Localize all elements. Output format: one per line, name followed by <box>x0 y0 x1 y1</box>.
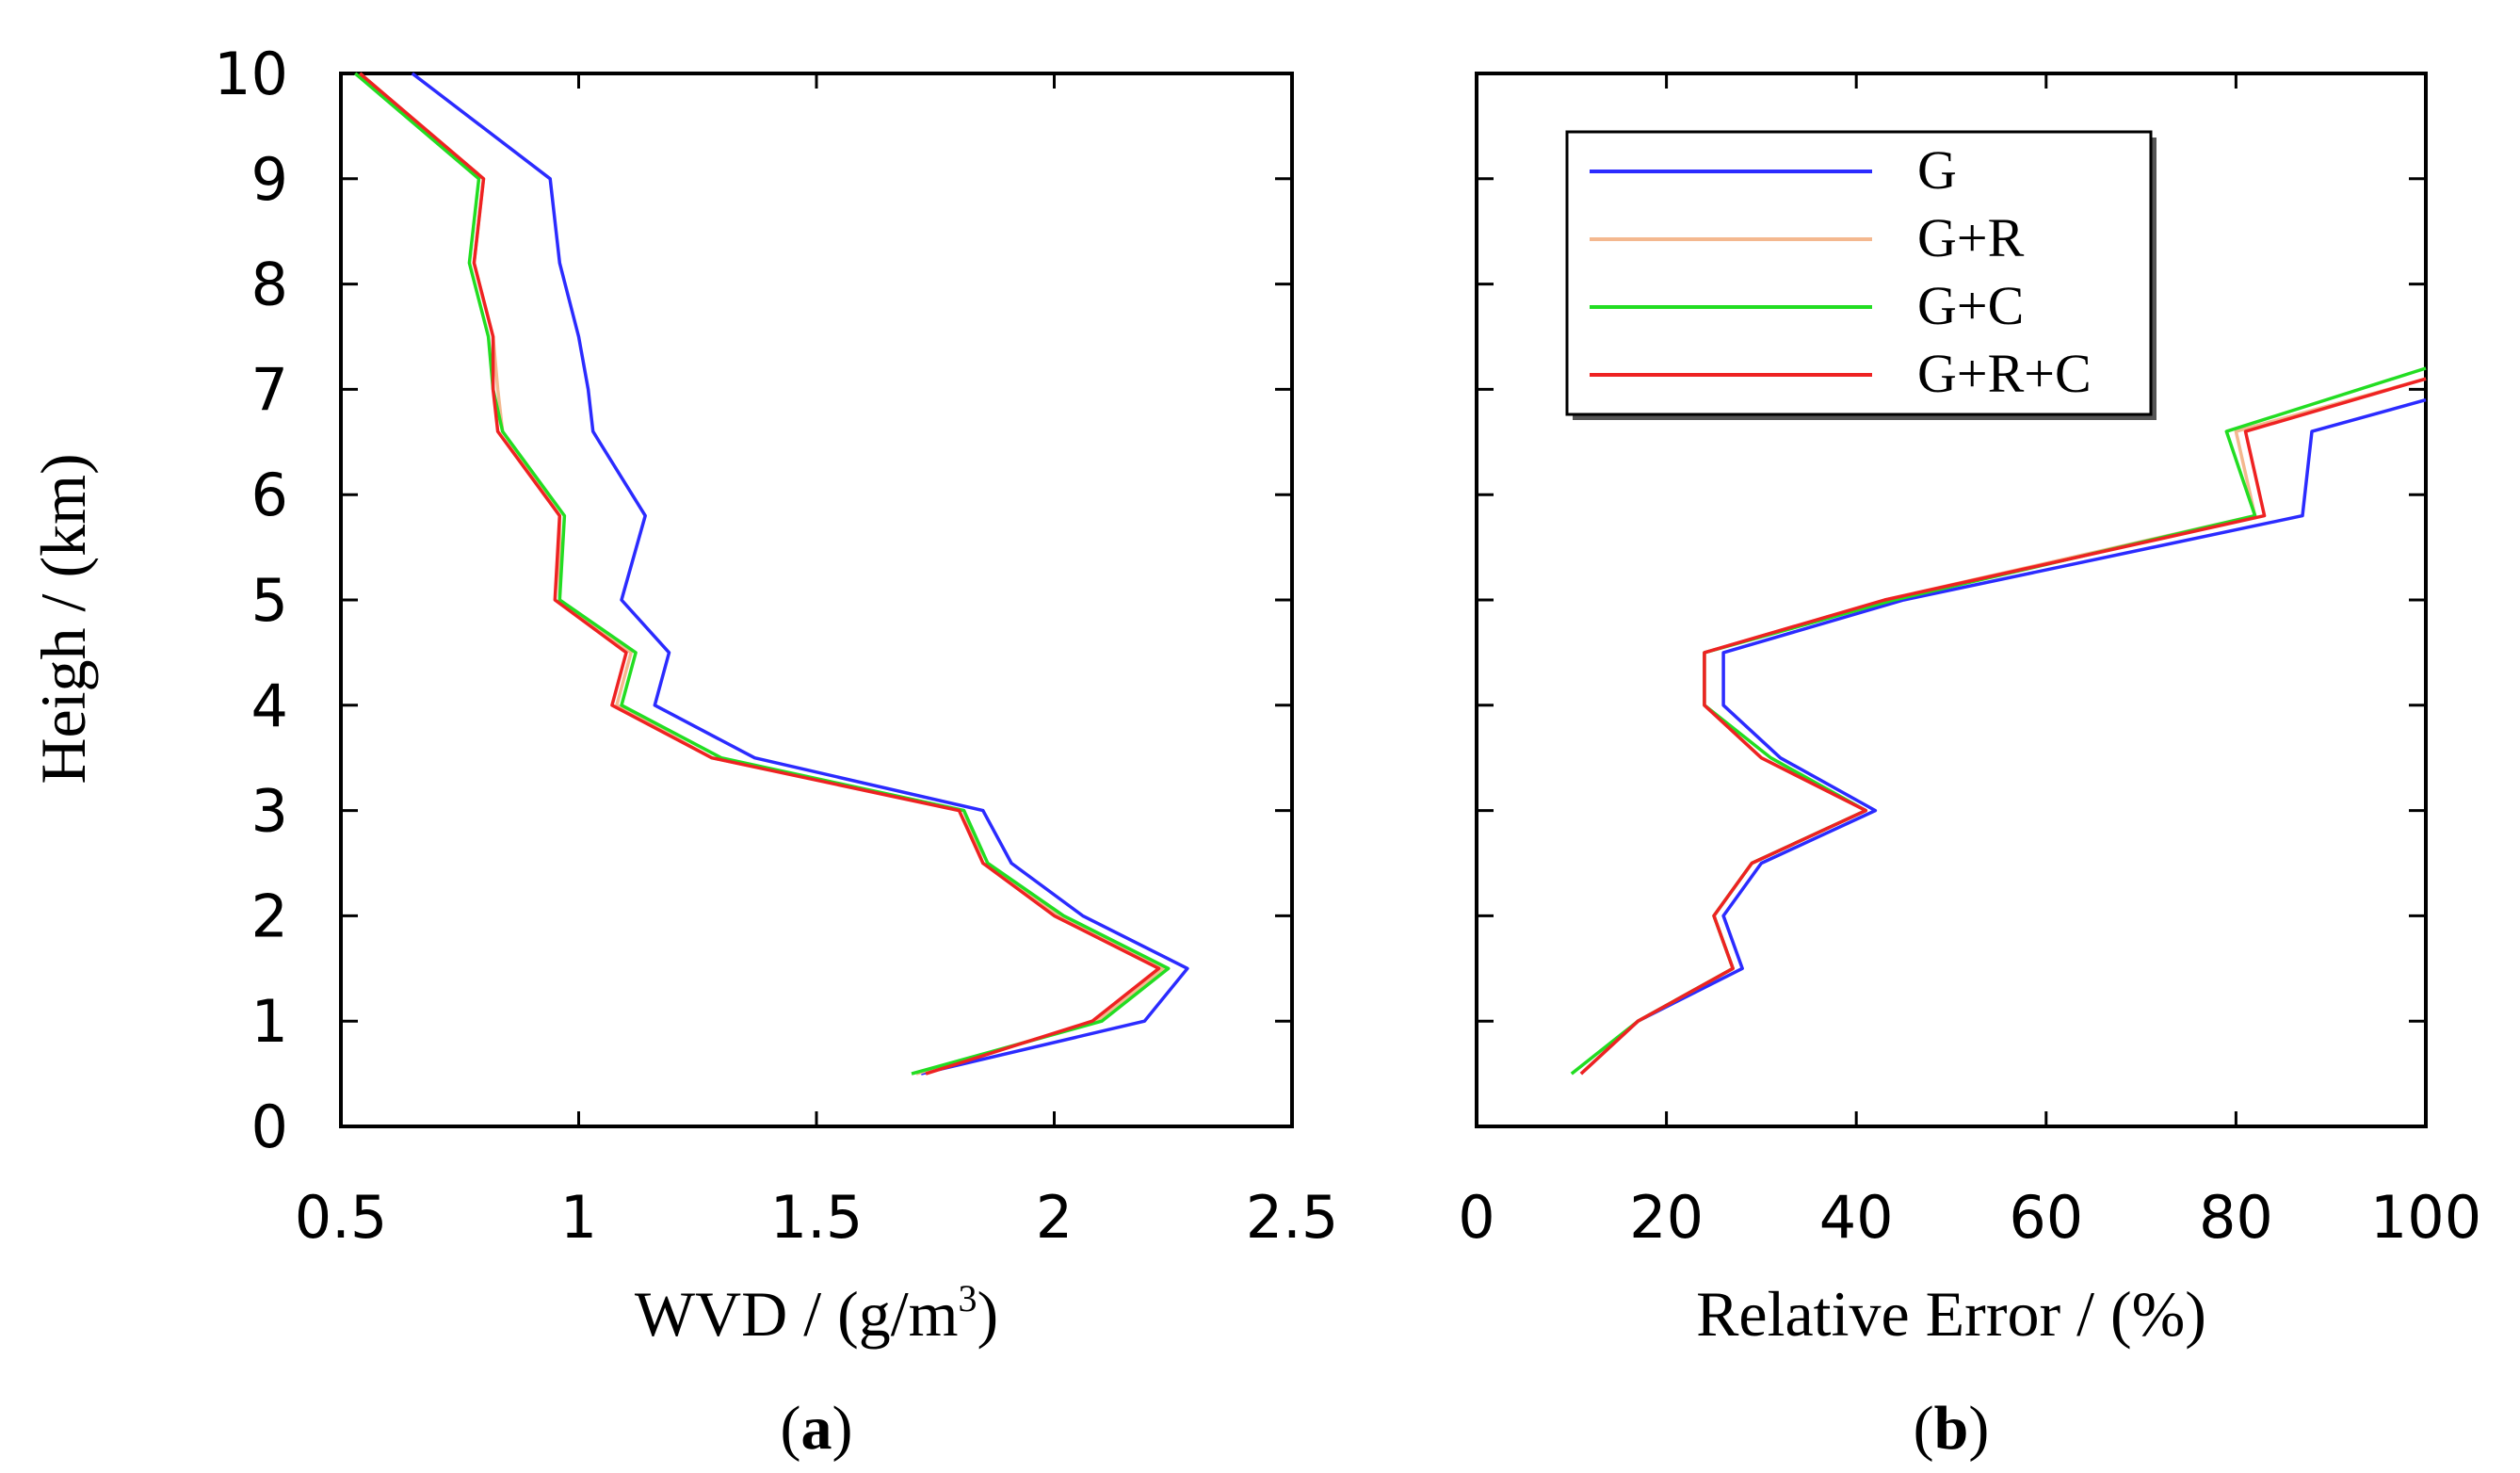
x-tick-label: 1 <box>560 1183 597 1252</box>
y-tick-label: 4 <box>251 672 288 740</box>
legend-label: G <box>1917 139 1957 201</box>
y-tick-label: 1 <box>251 987 288 1056</box>
series-line-g-plus-r-plus-c <box>359 72 1161 1076</box>
legend-box <box>1565 130 2153 416</box>
y-tick-label: 9 <box>251 145 288 214</box>
panel-b-legend: GG+R G+C G+R+C <box>1565 130 2157 420</box>
x-tick-label: 1.5 <box>770 1183 864 1252</box>
series-line-g <box>1579 397 2427 1076</box>
x-tick-label: 40 <box>1819 1183 1894 1252</box>
y-tick-label: 2 <box>251 882 288 950</box>
series-line-g <box>411 72 1189 1076</box>
panel-b-x-axis-title: Relative Error / (%) <box>1696 1278 2206 1350</box>
legend-label: G+R <box>1917 207 2025 268</box>
panel-b-series-lines <box>1570 366 2427 1076</box>
panel-a-y-axis-title: Heigh / (km) <box>27 453 99 784</box>
legend-label: G+C <box>1917 275 2024 336</box>
x-tick-label: 20 <box>1629 1183 1704 1252</box>
y-tick-label: 3 <box>251 777 288 846</box>
panel-a-series-lines <box>354 72 1189 1076</box>
x-tick-label: 80 <box>2199 1183 2273 1252</box>
panel-b-label: (b) <box>1914 1394 1990 1463</box>
x-tick-label: 0 <box>1458 1183 1494 1252</box>
panel-a-y-ticks: 0 1 2 3 4 5 6 7 8 9 10 <box>214 40 1292 1161</box>
x-tick-label: 2.5 <box>1246 1183 1339 1252</box>
y-tick-label: 5 <box>251 566 288 635</box>
panel-a-x-ticks: 0.5 1 1.5 2 2.5 <box>295 73 1339 1252</box>
series-line-g-plus-c <box>354 72 1171 1076</box>
series-line-g-plus-r-plus-c <box>1579 377 2427 1076</box>
panel-a-label: (a) <box>781 1394 853 1463</box>
panel-a-chart: 0.5 1 1.5 2 2.5 0 1 2 3 4 5 6 7 8 9 10 WVD / (g/m3) He… <box>27 40 1338 1463</box>
legend-entries: GG+R G+C G+R+C <box>1590 139 2092 404</box>
x-tick-label: 2 <box>1036 1183 1073 1252</box>
panel-a-x-axis-title: WVD / (g/m3) <box>635 1277 998 1350</box>
panel-b-y-ticks <box>1477 72 2426 1128</box>
y-tick-label: 6 <box>251 461 288 529</box>
x-tick-label: 0.5 <box>295 1183 388 1252</box>
y-tick-label: 7 <box>251 355 288 424</box>
x-tick-label: 100 <box>2370 1183 2481 1252</box>
x-tick-label: 60 <box>2009 1183 2083 1252</box>
y-tick-label: 10 <box>214 40 288 108</box>
panel-b-chart: 0 20 40 60 80 100 GG+R G+C G+R+C Relative Error… <box>1458 72 2481 1463</box>
panel-b-x-ticks: 0 20 40 60 80 100 <box>1458 73 2481 1252</box>
y-tick-label: 8 <box>251 251 288 319</box>
y-tick-label: 0 <box>251 1093 288 1161</box>
legend-label: G+R+C <box>1917 343 2092 404</box>
